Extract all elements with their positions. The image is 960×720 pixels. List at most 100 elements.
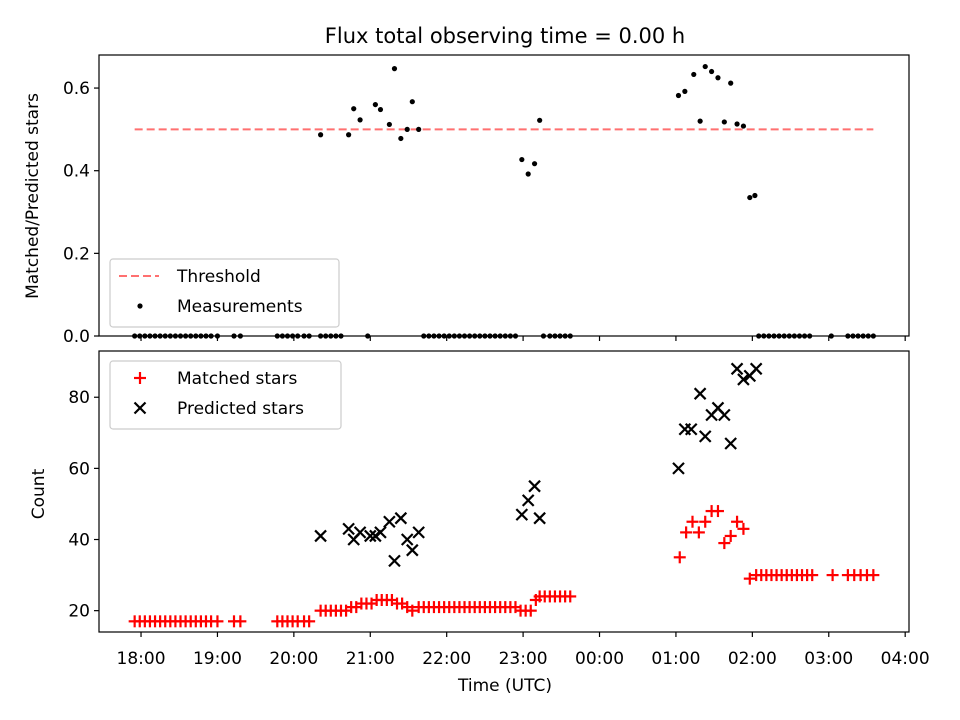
measurements-point	[391, 66, 398, 72]
matched-stars-point	[680, 526, 693, 539]
measurements-point	[519, 156, 525, 163]
matched-stars-point	[211, 615, 224, 628]
measurements-point	[531, 161, 538, 167]
predicted-stars-point-stroke	[515, 508, 529, 521]
predicted-stars-point-stroke	[374, 526, 387, 539]
measurements-point	[728, 80, 734, 86]
legend-swatch-predicted-stars	[133, 401, 147, 415]
measurements-point	[386, 121, 392, 128]
measurements-point	[318, 132, 324, 138]
predicted-stars-point-stroke	[412, 526, 425, 539]
y-axis-label: Matched/Predicted stars	[23, 93, 43, 299]
y-tick-label: 0.2	[63, 244, 90, 264]
y-axis-label: Count	[29, 468, 49, 519]
y-tick-label: 20	[68, 602, 90, 622]
predicted-stars-point-stroke	[406, 543, 419, 557]
predicted-stars-point-stroke	[388, 554, 401, 568]
predicted-stars-point-stroke	[711, 401, 725, 415]
predicted-stars-point	[394, 511, 408, 525]
measurements-point	[675, 92, 682, 99]
measurements-point	[537, 117, 543, 123]
predicted-stars-point-stroke	[698, 430, 712, 443]
x-tick-label: 04:00	[881, 649, 930, 669]
measurements-point	[377, 106, 384, 113]
predicted-stars-point-stroke	[749, 362, 763, 376]
predicted-stars-point	[314, 529, 327, 543]
x-tick-label: 01:00	[651, 649, 700, 669]
measurements-point	[691, 71, 697, 78]
predicted-stars-point	[383, 515, 396, 529]
x-tick-label: 21:00	[346, 649, 395, 669]
measurements-point	[682, 88, 688, 94]
predicted-stars-point	[528, 479, 541, 493]
predicted-stars-point	[684, 422, 698, 436]
matched-stars-point	[743, 572, 756, 585]
matched-stars-point	[673, 551, 686, 564]
predicted-stars-point-stroke	[314, 529, 327, 543]
y-tick-label: 0.4	[63, 162, 90, 182]
predicted-stars-point	[515, 508, 529, 521]
measurements-point	[346, 132, 352, 138]
predicted-stars-point-stroke	[342, 522, 355, 536]
y-tick-label: 80	[68, 388, 90, 408]
legend-label-matched-stars: Matched stars	[177, 369, 297, 389]
matched-stars-point	[826, 569, 839, 582]
predicted-stars-point	[363, 529, 377, 543]
predicted-stars-point	[718, 408, 731, 422]
matched-stars-point	[406, 604, 419, 617]
predicted-stars-point	[672, 462, 685, 475]
legend-swatch-matched-stars	[134, 372, 146, 384]
legend-label-measurements: Measurements	[177, 297, 303, 317]
predicted-stars-point-stroke	[353, 526, 367, 539]
predicted-stars-point	[388, 554, 401, 568]
predicted-stars-point-stroke	[684, 422, 698, 436]
x-tick-label: 22:00	[422, 649, 471, 669]
measurements-point	[747, 194, 753, 201]
legend-box	[109, 360, 342, 430]
legend-box	[109, 258, 340, 328]
matched-stars-point	[711, 505, 724, 518]
measurements-point	[702, 63, 708, 70]
x-tick-label: 19:00	[193, 649, 242, 669]
measurements-point	[708, 68, 715, 75]
matched-stars-point	[731, 515, 744, 528]
measurements-point	[715, 75, 721, 81]
predicted-stars-point	[533, 511, 546, 525]
y-tick-label: 60	[68, 459, 90, 479]
measurements-point	[740, 123, 747, 129]
predicted-stars-point-stroke	[730, 362, 744, 376]
matched-stars-point	[686, 515, 699, 528]
predicted-stars-point-stroke	[400, 533, 414, 546]
predicted-stars-point	[342, 522, 355, 536]
predicted-stars-point	[521, 494, 535, 507]
legend-label-predicted-stars: Predicted stars	[177, 399, 304, 419]
predicted-stars-point-stroke	[718, 408, 731, 422]
measurements-point	[525, 171, 531, 177]
predicted-stars-point	[749, 362, 763, 376]
predicted-stars-point	[737, 373, 750, 386]
legend-label-threshold: Threshold	[176, 267, 261, 287]
matched-stars-point	[724, 529, 737, 542]
measurements-point	[416, 126, 422, 132]
top-panel: 0.0 0.2 0.4 0.6 Matched/Predicted stars Thres…	[23, 54, 910, 347]
legend-swatch-predicted-stars-stroke	[133, 401, 147, 415]
measurements-point	[697, 118, 703, 124]
predicted-stars-point	[353, 526, 367, 539]
matched-stars-point	[867, 569, 880, 582]
predicted-stars-point-stroke	[737, 373, 750, 386]
matched-stars-point	[234, 615, 247, 628]
measurements-point	[721, 119, 727, 125]
predicted-stars-point-stroke	[693, 387, 707, 400]
axes-frame	[98, 350, 910, 633]
y-tick-label: 0.6	[63, 79, 90, 99]
measurements-point	[404, 126, 410, 132]
matched-stars-point	[303, 615, 316, 628]
bottom-panel: 20 40 60 80 18:00 19:00 20:00 21:00 22:00 23:00 00…	[29, 350, 930, 669]
matched-stars-point	[718, 537, 731, 550]
x-axis-label: Time (UTC)	[457, 676, 552, 696]
predicted-stars-point	[412, 526, 425, 539]
measurements-point	[357, 117, 363, 123]
y-tick-label: 40	[68, 531, 90, 551]
matched-stars-point	[737, 522, 750, 535]
